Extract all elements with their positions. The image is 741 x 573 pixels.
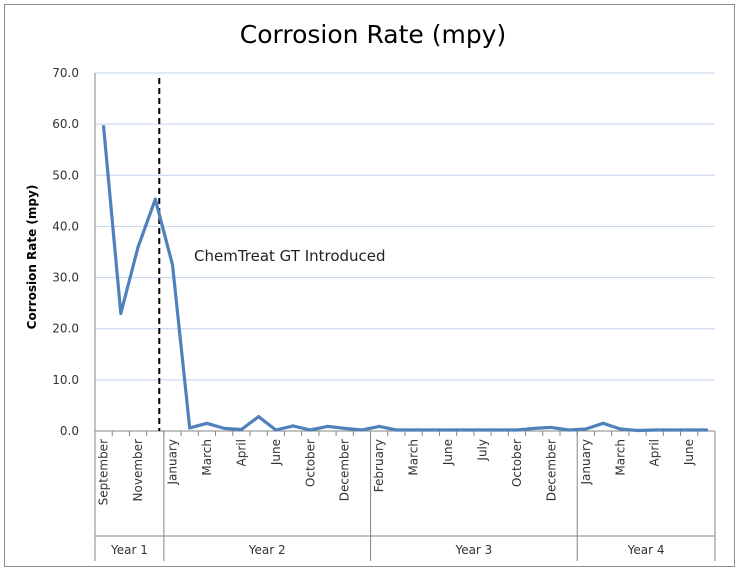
data-point — [360, 428, 364, 432]
data-point — [274, 428, 278, 432]
x-category-label: July — [476, 439, 490, 462]
x-category-label: January — [166, 439, 180, 486]
x-category-label: June — [682, 439, 696, 466]
data-point — [567, 428, 571, 432]
data-point — [308, 428, 312, 432]
y-axis-label: Corrosion Rate (mpy) — [25, 185, 39, 330]
corrosion-line-chart: Corrosion Rate (mpy) 0.0 10.0 20.0 30.0 40.0… — [25, 20, 716, 561]
y-tick-label: 0.0 — [60, 424, 79, 438]
x-group-label: Year 2 — [248, 543, 286, 557]
data-point — [532, 426, 536, 431]
x-category-label: June — [269, 439, 283, 466]
x-category-label: March — [200, 439, 214, 476]
data-point — [635, 428, 640, 433]
y-tick-label: 70.0 — [52, 66, 79, 80]
axes — [94, 73, 716, 436]
y-tick-label: 30.0 — [52, 271, 79, 285]
data-point — [153, 197, 157, 201]
x-category-label: March — [407, 439, 421, 476]
data-point — [704, 428, 708, 432]
data-point — [222, 426, 226, 431]
y-tick-label: 60.0 — [52, 117, 79, 131]
x-group-label: Year 4 — [627, 543, 665, 557]
y-tick-label: 10.0 — [52, 373, 79, 387]
x-group-label: Year 3 — [454, 543, 492, 557]
x-category-label: October — [510, 439, 524, 487]
chart-title: Corrosion Rate (mpy) — [240, 20, 506, 49]
y-axis-tick-labels: 0.0 10.0 20.0 30.0 40.0 50.0 60.0 70.0 — [52, 66, 79, 438]
x-category-label: June — [441, 439, 455, 466]
data-point — [102, 125, 106, 129]
data-point — [188, 426, 192, 430]
data-point — [584, 427, 588, 431]
gridlines — [95, 72, 715, 381]
x-category-label: April — [234, 439, 248, 466]
data-point — [498, 428, 502, 432]
x-group-label: Year 1 — [110, 543, 148, 557]
data-point — [480, 428, 485, 432]
data-point — [291, 424, 295, 428]
data-point — [653, 428, 657, 432]
y-tick-label: 40.0 — [52, 219, 79, 233]
data-point — [549, 425, 553, 430]
x-category-label: December — [544, 439, 558, 501]
x-category-label: March — [613, 439, 627, 476]
x-category-label: December — [338, 439, 352, 501]
x-category-label: November — [131, 439, 145, 501]
data-point — [601, 421, 605, 425]
x-category-label: January — [579, 439, 593, 486]
data-point — [343, 426, 347, 431]
data-point — [325, 424, 330, 428]
data-point — [687, 428, 691, 432]
x-category-label: April — [648, 439, 662, 466]
data-point — [618, 427, 622, 431]
data-point — [119, 311, 123, 315]
annotation-label: ChemTreat GT Introduced — [194, 247, 386, 265]
series-layer — [101, 125, 709, 433]
y-tick-label: 20.0 — [52, 322, 79, 336]
data-point — [446, 428, 450, 432]
data-point — [394, 428, 398, 432]
chart-frame: Corrosion Rate (mpy) 0.0 10.0 20.0 30.0 40.0… — [4, 4, 735, 567]
data-point — [670, 428, 674, 432]
data-point — [463, 428, 467, 432]
series-line — [101, 125, 709, 433]
data-point — [515, 428, 519, 432]
data-point — [136, 245, 140, 249]
data-point — [429, 428, 433, 432]
y-tick-label: 50.0 — [52, 168, 79, 182]
data-point — [257, 415, 261, 419]
data-point — [239, 427, 243, 432]
x-axis-group-labels: Year 1 Year 2 Year 3 Year 4 — [94, 431, 716, 561]
data-point — [205, 421, 209, 425]
data-point — [412, 428, 416, 432]
data-point — [377, 424, 381, 428]
x-category-label: February — [372, 439, 386, 492]
x-axis-category-labels: September November January March April June Oc… — [97, 439, 697, 505]
x-category-label: October — [303, 439, 317, 487]
data-point — [170, 263, 175, 267]
x-category-label: September — [97, 439, 111, 505]
